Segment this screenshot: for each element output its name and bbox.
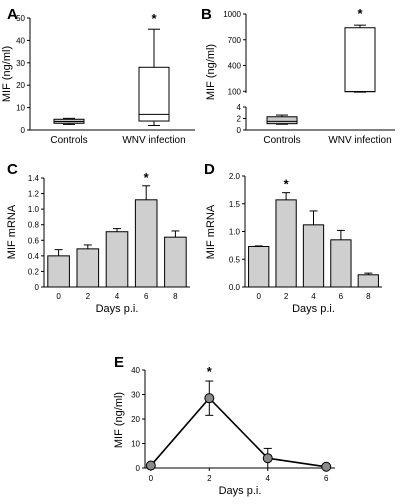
x-category-label: Controls bbox=[50, 135, 87, 146]
y-tick-label: 1.0 bbox=[229, 228, 241, 237]
series-line bbox=[150, 396, 327, 468]
y-tick-label: 4 bbox=[237, 103, 242, 112]
y-tick-label: 40 bbox=[131, 366, 140, 375]
bar bbox=[164, 236, 187, 288]
y-tick-label: 0 bbox=[35, 283, 40, 292]
y-tick-label: 1.5 bbox=[229, 200, 241, 209]
x-tick-label: 4 bbox=[266, 474, 271, 483]
bar bbox=[76, 248, 100, 288]
y-tick-label: 0.5 bbox=[229, 255, 241, 264]
significance-star: * bbox=[284, 177, 290, 192]
x-axis-label: Days p.i. bbox=[96, 303, 139, 315]
panel-label: D bbox=[204, 161, 215, 178]
x-tick-label: 2 bbox=[284, 292, 289, 301]
data-point bbox=[145, 460, 156, 471]
y-tick-label: 1.4 bbox=[28, 174, 40, 183]
y-tick-label: 30 bbox=[16, 59, 25, 68]
y-tick-label: 1.0 bbox=[28, 205, 40, 214]
x-axis-label: Days p.i. bbox=[292, 303, 335, 315]
y-axis-label: MIF (ng/ml) bbox=[205, 44, 217, 100]
significance-star: * bbox=[207, 364, 213, 379]
panel-e: E MIF (ng/ml) 0 10 20 30 40 0 2 4 6 Days p.i. * bbox=[113, 354, 335, 497]
bar bbox=[357, 274, 379, 288]
bar bbox=[248, 245, 270, 288]
x-tick-label: 4 bbox=[115, 292, 120, 301]
y-tick-label: 0.4 bbox=[28, 252, 40, 261]
panel-c: C MIF mRNA 0 0.2 0.4 0.6 0.8 1.0 1.2 1.4 0 2 4 6 * 8 Day… bbox=[6, 161, 190, 315]
bar bbox=[134, 199, 158, 288]
y-tick-label: 2 bbox=[237, 115, 242, 124]
y-tick-label: 10 bbox=[131, 440, 140, 449]
y-tick-label: 20 bbox=[16, 81, 25, 90]
significance-star: * bbox=[151, 11, 157, 26]
box bbox=[266, 116, 298, 125]
y-tick-label: 1.2 bbox=[28, 190, 40, 199]
box bbox=[344, 27, 376, 93]
y-tick-label: 0 bbox=[21, 126, 26, 135]
panel-label: C bbox=[7, 161, 18, 178]
panel-label: E bbox=[114, 354, 124, 371]
data-point bbox=[204, 393, 215, 404]
x-tick-label: 6 bbox=[144, 292, 149, 301]
y-tick-label: 30 bbox=[131, 391, 140, 400]
bar bbox=[302, 224, 325, 288]
x-tick-label: 2 bbox=[86, 292, 91, 301]
y-tick-label: 0 bbox=[136, 464, 141, 473]
x-axis-label: Days p.i. bbox=[219, 485, 262, 497]
y-tick-label: 0.6 bbox=[28, 236, 40, 245]
y-tick-label: 2.0 bbox=[229, 172, 241, 181]
x-category-label: WNV infection bbox=[122, 135, 185, 146]
x-category-label: Controls bbox=[263, 135, 300, 146]
panel-b: B MIF (ng/ml) 100 400 700 1000 0 2 4 * Controls WNV… bbox=[201, 6, 395, 146]
y-tick-label: 1000 bbox=[223, 10, 241, 19]
x-tick-label: 6 bbox=[339, 292, 344, 301]
y-tick-label: 400 bbox=[228, 62, 242, 71]
y-tick-label: 40 bbox=[16, 36, 25, 45]
panel-label: A bbox=[7, 6, 18, 23]
bar bbox=[105, 231, 129, 288]
x-tick-label: 8 bbox=[366, 292, 371, 301]
panel-a: A MIF (ng/ml) 0 10 20 30 40 50 Controls WNV infec… bbox=[1, 6, 195, 146]
x-tick-label: 0 bbox=[256, 292, 261, 301]
significance-star: * bbox=[357, 6, 363, 21]
x-tick-label: 0 bbox=[56, 292, 61, 301]
y-axis-label: MIF mRNA bbox=[205, 204, 217, 259]
y-tick-label: 0.8 bbox=[28, 221, 40, 230]
x-tick-label: 0 bbox=[149, 474, 154, 483]
x-tick-label: 6 bbox=[324, 474, 329, 483]
panel-label: B bbox=[201, 6, 212, 23]
y-axis-label: MIF (ng/ml) bbox=[1, 46, 13, 102]
bar bbox=[275, 199, 297, 288]
y-tick-label: 10 bbox=[16, 104, 25, 113]
x-category-label: WNV infection bbox=[328, 135, 391, 146]
y-tick-label: 50 bbox=[16, 14, 25, 23]
y-axis-label: MIF mRNA bbox=[6, 204, 18, 259]
data-point bbox=[321, 461, 332, 472]
bar bbox=[47, 255, 70, 288]
y-tick-label: 0.2 bbox=[28, 267, 40, 276]
y-tick-label: 0 bbox=[237, 126, 242, 135]
x-tick-label: 2 bbox=[207, 474, 212, 483]
x-tick-label: 8 bbox=[173, 292, 178, 301]
bar bbox=[330, 239, 352, 288]
y-axis-label: MIF (ng/ml) bbox=[113, 392, 125, 448]
y-tick-label: 700 bbox=[228, 36, 242, 45]
significance-star: * bbox=[144, 170, 150, 185]
data-point bbox=[262, 453, 273, 464]
y-tick-label: 0.0 bbox=[229, 283, 241, 292]
panel-d: D MIF mRNA 0.0 0.5 1.0 1.5 2.0 0 2 * 4 6 8 Days p.i. bbox=[204, 161, 382, 315]
y-tick-label: 100 bbox=[228, 87, 242, 96]
y-tick-label: 20 bbox=[131, 415, 140, 424]
x-tick-label: 4 bbox=[311, 292, 316, 301]
box bbox=[138, 66, 170, 122]
